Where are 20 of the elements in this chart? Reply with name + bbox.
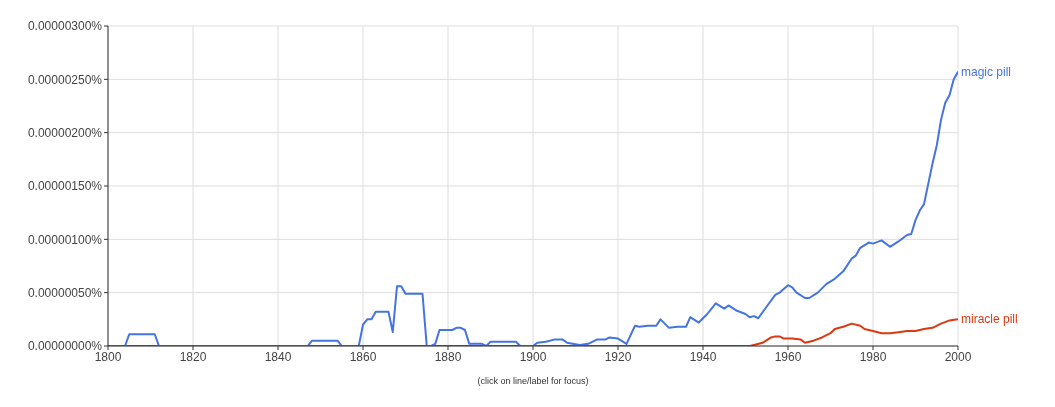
x-tick-label: 1800 <box>94 349 122 364</box>
series-label: magic pill <box>961 64 1012 79</box>
y-tick-label: 0.00000100% <box>27 232 103 247</box>
y-tick-label: 0.00000200% <box>27 125 103 140</box>
series-label: miracle pill <box>961 312 1018 327</box>
x-tick-label: 1940 <box>689 349 717 364</box>
x-tick-label: 2000 <box>944 349 972 364</box>
x-tick-label: 1900 <box>519 349 547 364</box>
x-tick-label: 1840 <box>264 349 292 364</box>
y-tick-label: 0.00000050% <box>27 285 103 300</box>
x-tick-label: 1960 <box>774 349 802 364</box>
x-tick-label: 1880 <box>434 349 462 364</box>
y-tick-label: 0.00000300% <box>27 19 103 34</box>
y-tick-label: 0.00000250% <box>27 72 103 87</box>
text: (click on line/label for focus) <box>476 376 590 386</box>
y-tick-label: 0.00000150% <box>27 179 103 194</box>
x-tick-label: 1820 <box>179 349 207 364</box>
x-tick-label: 1860 <box>349 349 377 364</box>
x-tick-label: 1980 <box>859 349 887 364</box>
x-tick-label: 1920 <box>604 349 632 364</box>
